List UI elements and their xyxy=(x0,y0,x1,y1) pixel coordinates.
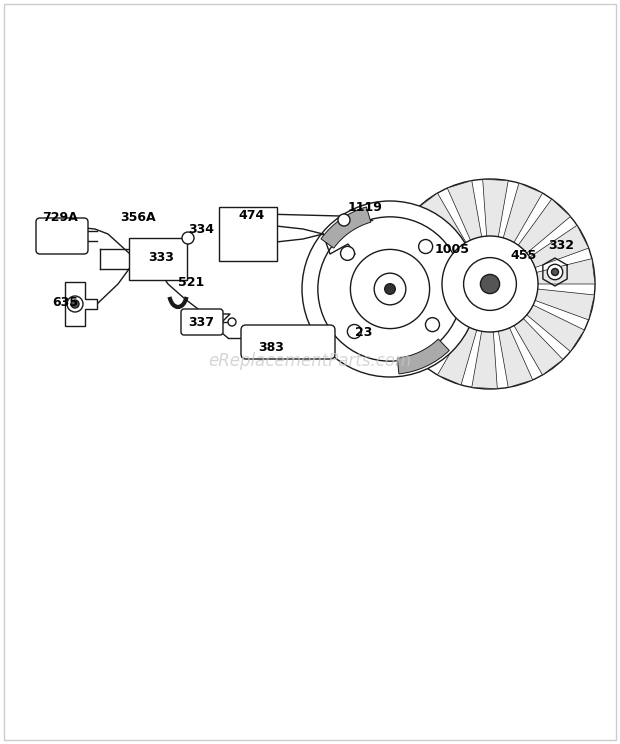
Circle shape xyxy=(350,249,430,329)
Wedge shape xyxy=(397,339,450,374)
FancyBboxPatch shape xyxy=(129,238,187,280)
Polygon shape xyxy=(417,193,466,249)
Circle shape xyxy=(338,214,350,226)
Text: 455: 455 xyxy=(510,249,536,262)
Circle shape xyxy=(464,257,516,310)
Circle shape xyxy=(228,318,236,326)
Text: 1119: 1119 xyxy=(348,201,383,214)
Text: 356A: 356A xyxy=(120,211,156,224)
Text: 332: 332 xyxy=(548,239,574,252)
Polygon shape xyxy=(514,318,563,375)
Text: 1005: 1005 xyxy=(435,243,470,256)
Circle shape xyxy=(547,264,563,280)
Polygon shape xyxy=(483,179,508,237)
Circle shape xyxy=(71,300,79,308)
Polygon shape xyxy=(498,328,533,388)
Polygon shape xyxy=(386,248,445,279)
Polygon shape xyxy=(472,331,497,389)
Text: 635: 635 xyxy=(52,296,78,309)
Polygon shape xyxy=(396,217,453,263)
Polygon shape xyxy=(410,315,462,369)
FancyBboxPatch shape xyxy=(219,207,277,261)
Circle shape xyxy=(318,217,462,361)
Polygon shape xyxy=(530,225,588,268)
Text: 334: 334 xyxy=(188,223,214,236)
Text: 521: 521 xyxy=(178,276,204,289)
Circle shape xyxy=(425,318,440,332)
Circle shape xyxy=(385,179,595,389)
Polygon shape xyxy=(527,305,585,351)
Text: 333: 333 xyxy=(148,251,174,264)
Polygon shape xyxy=(447,181,482,240)
FancyBboxPatch shape xyxy=(181,309,223,335)
Text: 383: 383 xyxy=(258,341,284,354)
Circle shape xyxy=(552,269,559,275)
Wedge shape xyxy=(321,207,371,248)
Circle shape xyxy=(302,201,478,377)
Circle shape xyxy=(182,232,194,244)
Text: eReplacementParts.com: eReplacementParts.com xyxy=(208,352,412,370)
Circle shape xyxy=(374,273,406,305)
Polygon shape xyxy=(536,259,595,284)
Polygon shape xyxy=(503,183,542,243)
Circle shape xyxy=(385,283,396,295)
FancyBboxPatch shape xyxy=(36,218,88,254)
Text: 23: 23 xyxy=(355,326,373,339)
Circle shape xyxy=(340,246,355,260)
FancyBboxPatch shape xyxy=(4,4,616,740)
FancyBboxPatch shape xyxy=(241,325,335,359)
Circle shape xyxy=(442,236,538,332)
Text: 474: 474 xyxy=(238,209,264,222)
Circle shape xyxy=(347,324,361,339)
Polygon shape xyxy=(518,199,570,253)
Text: 729A: 729A xyxy=(42,211,78,224)
Polygon shape xyxy=(65,282,97,326)
Circle shape xyxy=(67,296,83,312)
Polygon shape xyxy=(391,301,450,343)
Text: 337: 337 xyxy=(188,316,214,329)
Polygon shape xyxy=(438,326,477,385)
Polygon shape xyxy=(385,284,443,310)
Circle shape xyxy=(480,275,500,294)
Polygon shape xyxy=(535,289,595,320)
Circle shape xyxy=(418,240,433,254)
